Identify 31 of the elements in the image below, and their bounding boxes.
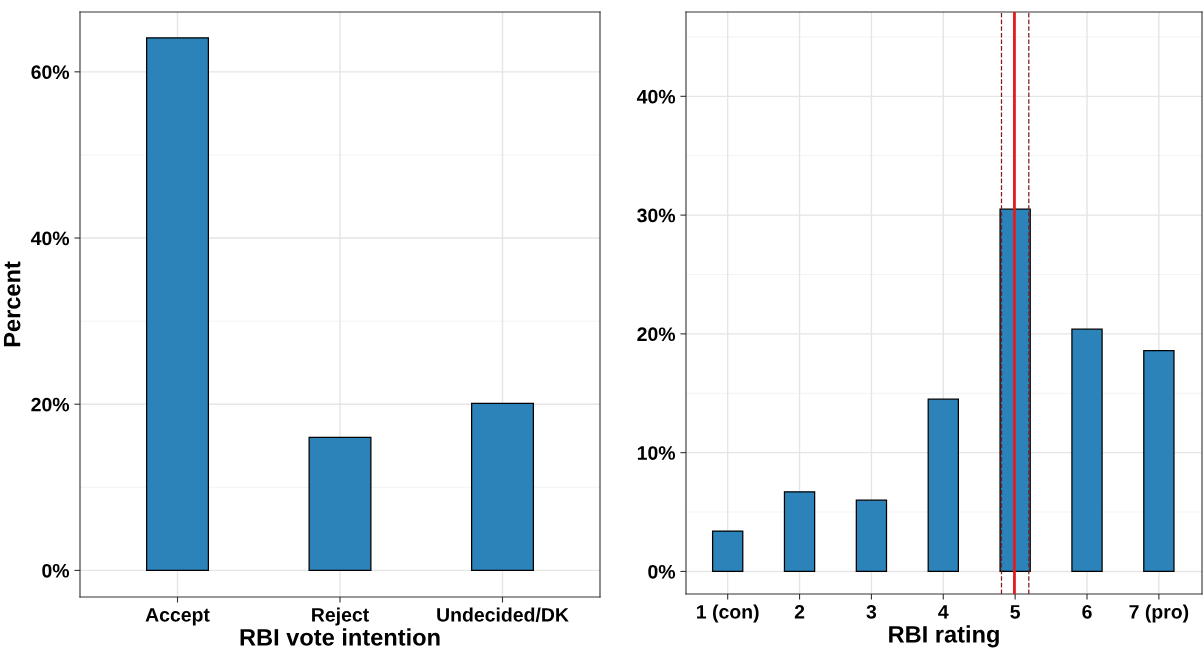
x-tick-label: 4	[938, 605, 949, 619]
bar	[146, 37, 210, 572]
y-tick-label: 40%	[636, 89, 676, 104]
x-tick-label: 5	[1010, 605, 1021, 619]
bar	[1143, 349, 1175, 573]
x-tick-label: Reject	[312, 607, 369, 626]
x-tick-label: 2	[794, 604, 805, 619]
bar	[711, 530, 744, 573]
x-tick-label: 1 (con)	[697, 604, 759, 623]
y-tick-label: 0%	[648, 564, 676, 579]
y-tick-label: 40%	[30, 231, 70, 246]
y-axis-title: Percent	[3, 261, 21, 347]
bar	[927, 398, 959, 573]
x-tick-label: Undecided/DK	[437, 607, 569, 622]
x-tick-label: 6	[1082, 604, 1092, 619]
y-tick-label: 20%	[31, 397, 70, 412]
y-tick-label: 60%	[31, 65, 70, 80]
x-axis-title: RBI vote intention	[240, 628, 440, 646]
bar	[308, 436, 372, 572]
y-tick-label: 30%	[637, 208, 676, 223]
x-axis-title: RBI rating	[889, 625, 999, 648]
bar	[855, 499, 888, 573]
x-tick-label: Accept	[145, 608, 210, 626]
bar	[1071, 328, 1103, 573]
y-tick-label: 0%	[42, 563, 70, 578]
y-tick-label: 20%	[637, 327, 676, 342]
x-tick-label: 3	[866, 604, 877, 619]
bar	[471, 402, 535, 572]
x-tick-label: 7 (pro)	[1129, 604, 1189, 623]
y-tick-label: 10%	[637, 446, 676, 460]
bar	[783, 491, 816, 573]
